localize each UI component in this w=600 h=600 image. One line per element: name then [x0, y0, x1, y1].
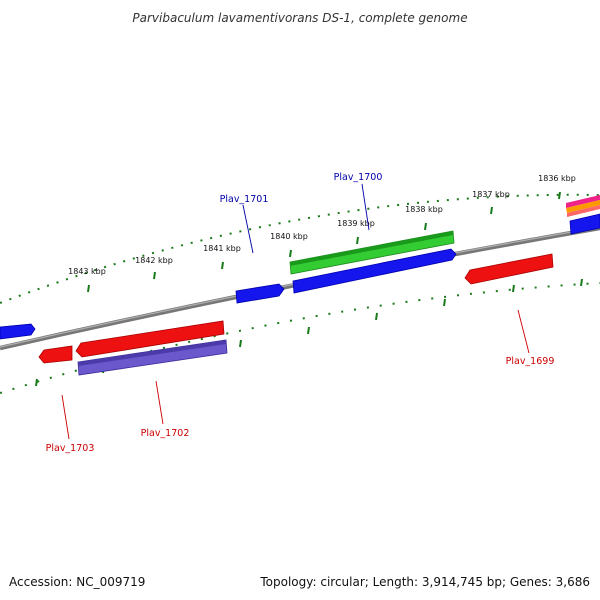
leader-line-plav-1702: [155, 380, 164, 425]
genome-summary-text: Topology: circular; Length: 3,914,745 bp…: [259, 575, 590, 589]
forward-strand-genes: [0, 213, 600, 340]
outer-tick-ring: [0, 193, 600, 304]
feature-orange[interactable]: [566, 200, 600, 213]
inner-major-tick: [35, 378, 38, 387]
gene-arrow-plav-1699[interactable]: [464, 253, 554, 285]
reverse-strand-genes: [38, 253, 554, 364]
leader-line-plav-1700: [361, 183, 370, 231]
inner-major-tick: [375, 312, 378, 321]
gene-arrow-plav-1703[interactable]: [38, 345, 73, 364]
major-tick: [490, 206, 493, 215]
feature-salmon[interactable]: [567, 205, 600, 217]
major-tick: [153, 271, 156, 280]
inner-tick-ring: [0, 282, 600, 394]
tick-label: 1841 kbp: [203, 244, 241, 253]
major-tick: [87, 284, 90, 293]
major-tick: [356, 236, 359, 245]
inner-major-tick: [307, 326, 310, 335]
inner-major-tick: [512, 284, 515, 293]
gene-label-plav-1700[interactable]: Plav_1700: [334, 172, 383, 183]
tick-label: 1842 kbp: [135, 256, 173, 265]
gene-label-plav-1702[interactable]: Plav_1702: [141, 428, 190, 439]
leader-line-plav-1701: [242, 204, 254, 254]
cds-feature-green-shade: [290, 231, 453, 266]
inner-major-tick: [580, 278, 583, 287]
tick-label: 1837 kbp: [472, 190, 510, 199]
tick-label: 1843 kbp: [68, 267, 106, 276]
inner-major-ticks: [35, 278, 583, 387]
leader-line-plav-1703: [61, 394, 70, 440]
gene-arrow-plav-1700[interactable]: [292, 248, 457, 294]
gene-label-plav-1701[interactable]: Plav_1701: [220, 194, 269, 205]
major-tick: [558, 191, 561, 200]
tick-label: 1838 kbp: [405, 205, 443, 214]
tick-label: 1840 kbp: [270, 232, 308, 241]
inner-major-tick: [239, 339, 242, 348]
tick-label: 1836 kbp: [538, 174, 576, 183]
gene-arrow-plav-1702-red[interactable]: [75, 320, 225, 358]
major-tick: [221, 261, 224, 270]
tick-label: 1839 kbp: [337, 219, 375, 228]
feature-pink[interactable]: [566, 195, 600, 208]
accession-text: Accession: NC_009719: [9, 575, 145, 589]
gene-arrow-plav-1701[interactable]: [235, 283, 285, 304]
map-title: Parvibaculum lavamentivorans DS-1, compl…: [132, 11, 467, 25]
leader-line-plav-1699: [517, 309, 530, 354]
gene-label-plav-1703[interactable]: Plav_1703: [46, 443, 95, 454]
inner-major-tick: [443, 298, 446, 307]
gene-arrow-forward[interactable]: [0, 323, 36, 340]
major-tick: [424, 222, 427, 231]
cds-feature-purple-shade: [78, 340, 226, 366]
major-ticks: [87, 191, 561, 293]
major-tick: [289, 249, 292, 258]
gene-label-plav-1699[interactable]: Plav_1699: [506, 356, 555, 367]
gene-arrow-forward-edge[interactable]: [569, 213, 600, 235]
